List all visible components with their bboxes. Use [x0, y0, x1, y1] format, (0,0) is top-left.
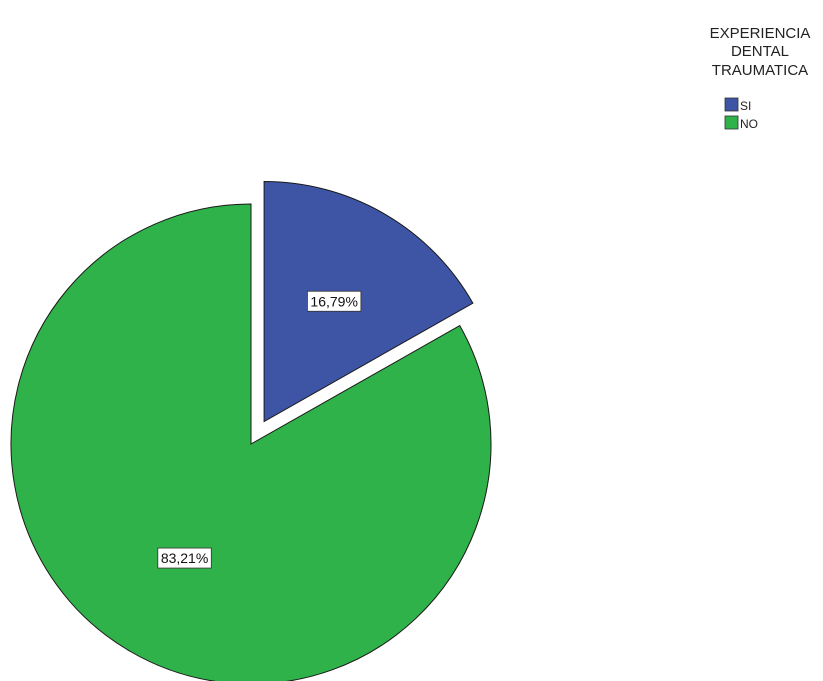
legend: EXPERIENCIA DENTAL TRAUMATICA SI NO	[710, 25, 811, 131]
data-label-text: 83,21%	[161, 550, 208, 566]
legend-swatch-si	[724, 97, 739, 112]
legend-title-line-2: DENTAL	[731, 43, 789, 60]
legend-label-no: NO	[740, 117, 758, 131]
legend-title-line-3: TRAUMATICA	[712, 62, 808, 79]
data-label-text: 16,79%	[310, 293, 357, 309]
data-label-no: 83,21%	[157, 547, 212, 569]
data-labels: 16,79% 83,21%	[157, 290, 362, 569]
legend-swatch-no	[724, 115, 739, 130]
legend-title-line-1: EXPERIENCIA	[710, 25, 811, 42]
data-label-box	[157, 547, 212, 569]
data-label-box	[307, 290, 362, 312]
legend-label-si: SI	[740, 99, 751, 113]
pie-slice-si	[263, 181, 474, 423]
pie-slices	[10, 181, 492, 681]
pie-slice-no	[10, 203, 492, 681]
data-label-si: 16,79%	[307, 290, 362, 312]
